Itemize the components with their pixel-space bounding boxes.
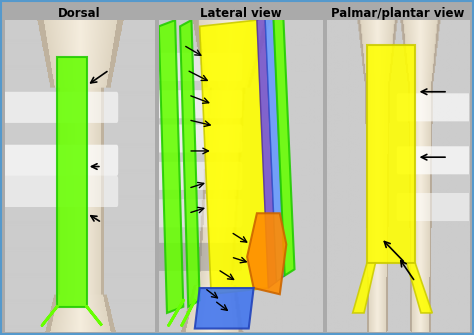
- FancyBboxPatch shape: [149, 199, 242, 227]
- Polygon shape: [407, 263, 432, 313]
- FancyBboxPatch shape: [149, 243, 242, 271]
- Title: Dorsal: Dorsal: [58, 7, 100, 20]
- FancyBboxPatch shape: [149, 162, 242, 190]
- FancyBboxPatch shape: [3, 92, 118, 123]
- FancyBboxPatch shape: [149, 125, 242, 152]
- Title: Palmar/plantar view: Palmar/plantar view: [331, 7, 465, 20]
- FancyBboxPatch shape: [3, 176, 118, 207]
- Polygon shape: [195, 288, 254, 329]
- Title: Lateral view: Lateral view: [200, 7, 282, 20]
- Polygon shape: [159, 20, 183, 313]
- Polygon shape: [353, 263, 375, 313]
- Polygon shape: [247, 213, 286, 294]
- FancyBboxPatch shape: [3, 145, 118, 176]
- FancyBboxPatch shape: [397, 93, 474, 121]
- Polygon shape: [180, 20, 200, 307]
- FancyBboxPatch shape: [397, 146, 474, 174]
- Polygon shape: [265, 14, 285, 282]
- Polygon shape: [57, 58, 87, 307]
- Polygon shape: [257, 17, 276, 288]
- FancyBboxPatch shape: [397, 193, 474, 221]
- FancyBboxPatch shape: [149, 53, 242, 81]
- Polygon shape: [273, 11, 294, 276]
- FancyBboxPatch shape: [149, 90, 242, 118]
- Polygon shape: [200, 20, 268, 294]
- Polygon shape: [367, 45, 415, 263]
